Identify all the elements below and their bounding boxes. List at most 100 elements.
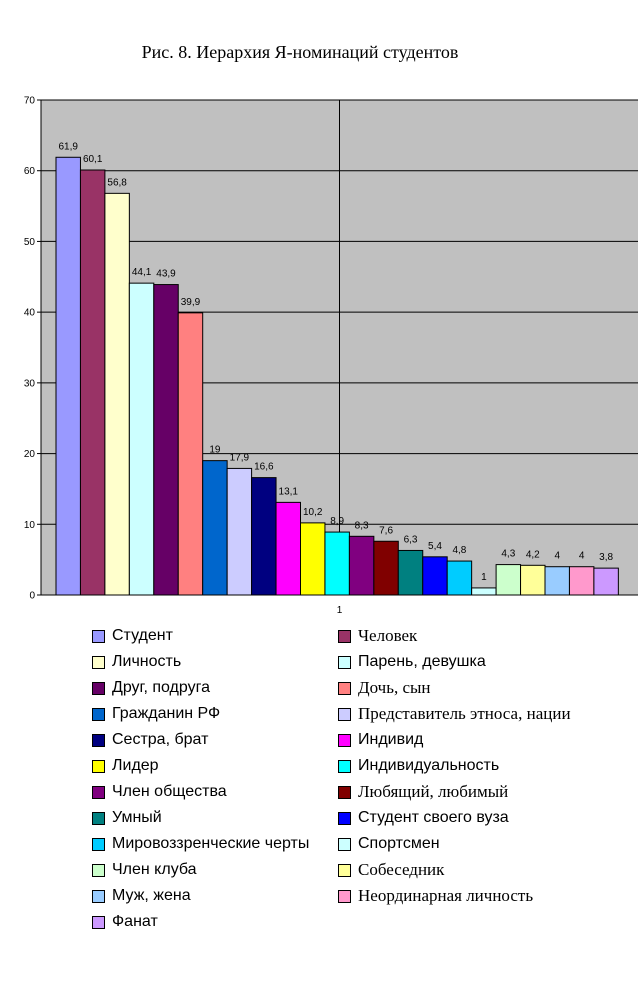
- bar-15: [397, 549, 424, 596]
- data-label-23: 3,8: [599, 552, 613, 563]
- y-tick-label-3: 30: [24, 378, 36, 389]
- legend-item-15: Умный: [92, 808, 338, 828]
- legend-swatch-18: [338, 837, 351, 851]
- x-category-label: 1: [337, 605, 343, 616]
- legend-item-13: Член общества: [92, 782, 338, 802]
- data-label-14: 7,6: [379, 525, 393, 536]
- legend-label-18: Спортсмен: [358, 835, 440, 852]
- data-label-21: 4: [554, 551, 560, 562]
- data-label-17: 4,8: [452, 545, 466, 556]
- y-tick-label-2: 20: [24, 449, 36, 460]
- legend-label-7: Гражданин РФ: [112, 705, 221, 722]
- bar-23: [593, 567, 619, 596]
- legend-swatch-20: [338, 863, 351, 877]
- data-label-13: 8,3: [355, 520, 369, 531]
- legend-swatch-23: [92, 915, 105, 929]
- legend-swatch-15: [92, 811, 105, 825]
- legend-swatch-13: [92, 785, 105, 799]
- legend-swatch-12: [338, 759, 351, 773]
- bar-7: [202, 460, 228, 596]
- legend-item-20: Собеседник: [338, 860, 632, 880]
- bar-18: [471, 587, 497, 596]
- y-tick-label-1: 10: [24, 520, 36, 531]
- bar-19: [495, 564, 522, 596]
- legend-label-2: Человек: [358, 626, 418, 645]
- legend-swatch-3: [92, 655, 105, 669]
- legend-swatch-7: [92, 707, 105, 721]
- legend-label-20: Собеседник: [358, 860, 445, 879]
- legend-label-10: Индивид: [358, 731, 424, 748]
- legend-swatch-11: [92, 759, 105, 773]
- data-label-18: 1: [481, 572, 487, 583]
- legend-item-21: Муж, жена: [92, 886, 338, 906]
- legend-item-5: Друг, подруга: [92, 678, 338, 698]
- bar-9: [251, 477, 277, 596]
- bar-8: [226, 467, 253, 596]
- legend-label-3: Личность: [112, 653, 182, 670]
- legend-label-1: Студент: [112, 627, 173, 644]
- y-tick-label-5: 50: [24, 237, 36, 248]
- legend-label-5: Друг, подруга: [112, 679, 210, 696]
- legend-label-23: Фанат: [112, 913, 158, 930]
- legend-label-14: Любящий, любимый: [358, 782, 509, 801]
- legend-item-10: Индивид: [338, 730, 632, 750]
- data-label-19: 4,3: [501, 549, 515, 560]
- legend-item-19: Член клуба: [92, 860, 338, 880]
- legend-label-12: Индивидуальность: [358, 757, 500, 774]
- legend-swatch-5: [92, 681, 105, 695]
- y-tick-label-4: 40: [24, 308, 36, 319]
- legend-swatch-4: [338, 655, 351, 669]
- chart-svg: 0 10 20 30 40 50 60 70 61,9 60,1 56,8 44,1 43,9 39,9 1…: [24, 96, 638, 616]
- bar-2: [79, 169, 106, 596]
- data-label-2: 60,1: [83, 154, 103, 165]
- legend-label-6: Дочь, сын: [358, 678, 431, 697]
- legend-swatch-16: [338, 811, 351, 825]
- legend-swatch-17: [92, 837, 105, 851]
- data-label-16: 5,4: [428, 541, 442, 552]
- data-label-1: 61,9: [58, 141, 78, 152]
- legend-item-18: Спортсмен: [338, 834, 632, 854]
- data-label-3: 56,8: [107, 177, 127, 188]
- legend-item-6: Дочь, сын: [338, 678, 632, 698]
- y-tick-label-7: 70: [24, 96, 36, 107]
- legend-item-16: Студент своего вуза: [338, 808, 632, 828]
- legend-swatch-19: [92, 863, 105, 877]
- legend-item-4: Парень, девушка: [338, 652, 632, 672]
- bar-20: [520, 564, 546, 596]
- data-label-22: 4: [579, 551, 585, 562]
- legend-item-1: Студент: [92, 626, 338, 646]
- bar-10: [275, 501, 301, 596]
- data-label-15: 6,3: [404, 534, 418, 545]
- y-tick-label-6: 60: [24, 166, 36, 177]
- bar-16: [422, 556, 448, 596]
- legend-label-8: Представитель этноса, нации: [358, 704, 571, 723]
- legend-swatch-1: [92, 629, 105, 643]
- legend-label-16: Студент своего вуза: [358, 809, 509, 826]
- legend-item-2: Человек: [338, 626, 632, 646]
- legend-item-12: Индивидуальность: [338, 756, 632, 776]
- data-label-5: 43,9: [156, 269, 176, 280]
- bar-13: [348, 535, 375, 596]
- legend: Студент Человек Личность Парень, девушка Дру…: [92, 626, 632, 932]
- bar-14: [373, 540, 399, 596]
- legend-label-17: Мировоззренческие черты: [112, 835, 310, 852]
- legend-item-22: Неординарная личность: [338, 886, 632, 906]
- legend-swatch-10: [338, 733, 351, 747]
- legend-swatch-21: [92, 889, 105, 903]
- data-label-6: 39,9: [181, 297, 201, 308]
- legend-label-13: Член общества: [112, 783, 227, 800]
- bar-1: [55, 156, 81, 596]
- bar-12: [324, 531, 350, 596]
- bar-17: [446, 560, 473, 596]
- legend-swatch-6: [338, 681, 351, 695]
- legend-swatch-2: [338, 629, 351, 643]
- legend-item-9: Сестра, брат: [92, 730, 338, 750]
- data-label-20: 4,2: [526, 549, 540, 560]
- legend-label-9: Сестра, брат: [112, 731, 209, 748]
- data-label-9: 16,6: [254, 462, 274, 473]
- data-label-8: 17,9: [230, 452, 250, 463]
- data-label-4: 44,1: [132, 267, 152, 278]
- bar-21: [544, 566, 570, 596]
- legend-swatch-8: [338, 707, 351, 721]
- legend-swatch-14: [338, 785, 351, 799]
